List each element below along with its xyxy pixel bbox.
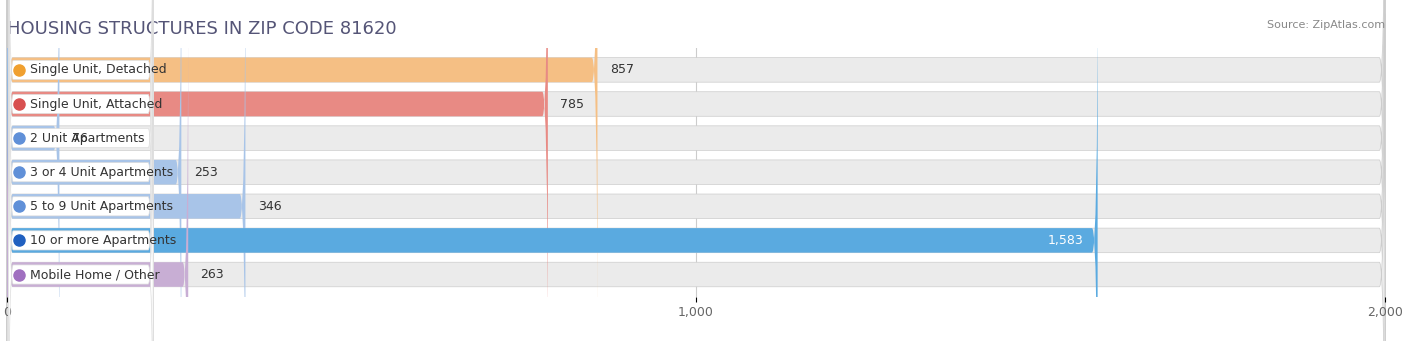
- Text: 1,583: 1,583: [1047, 234, 1084, 247]
- FancyBboxPatch shape: [8, 11, 153, 341]
- FancyBboxPatch shape: [8, 0, 153, 333]
- Text: HOUSING STRUCTURES IN ZIP CODE 81620: HOUSING STRUCTURES IN ZIP CODE 81620: [7, 20, 396, 38]
- FancyBboxPatch shape: [8, 0, 153, 341]
- Text: 857: 857: [610, 63, 634, 76]
- FancyBboxPatch shape: [8, 0, 153, 299]
- FancyBboxPatch shape: [7, 0, 1385, 330]
- FancyBboxPatch shape: [7, 14, 1385, 341]
- Text: 785: 785: [560, 98, 585, 110]
- Text: 5 to 9 Unit Apartments: 5 to 9 Unit Apartments: [31, 200, 173, 213]
- FancyBboxPatch shape: [7, 0, 181, 341]
- FancyBboxPatch shape: [8, 0, 153, 341]
- Text: Single Unit, Attached: Single Unit, Attached: [31, 98, 163, 110]
- FancyBboxPatch shape: [8, 45, 153, 341]
- FancyBboxPatch shape: [7, 0, 548, 341]
- Text: 10 or more Apartments: 10 or more Apartments: [31, 234, 177, 247]
- Text: 3 or 4 Unit Apartments: 3 or 4 Unit Apartments: [31, 166, 173, 179]
- FancyBboxPatch shape: [7, 0, 246, 341]
- Text: 253: 253: [194, 166, 218, 179]
- FancyBboxPatch shape: [7, 0, 1385, 341]
- FancyBboxPatch shape: [7, 0, 59, 341]
- FancyBboxPatch shape: [7, 0, 1098, 341]
- Text: 263: 263: [201, 268, 224, 281]
- FancyBboxPatch shape: [8, 0, 153, 341]
- Text: Single Unit, Detached: Single Unit, Detached: [31, 63, 167, 76]
- Text: 2 Unit Apartments: 2 Unit Apartments: [31, 132, 145, 145]
- FancyBboxPatch shape: [7, 0, 1385, 341]
- Text: Source: ZipAtlas.com: Source: ZipAtlas.com: [1267, 20, 1385, 30]
- FancyBboxPatch shape: [7, 0, 1385, 341]
- FancyBboxPatch shape: [7, 14, 188, 341]
- Text: 76: 76: [72, 132, 87, 145]
- FancyBboxPatch shape: [7, 0, 1385, 341]
- Text: Mobile Home / Other: Mobile Home / Other: [31, 268, 160, 281]
- FancyBboxPatch shape: [7, 0, 598, 330]
- FancyBboxPatch shape: [7, 0, 1385, 341]
- Text: 346: 346: [257, 200, 281, 213]
